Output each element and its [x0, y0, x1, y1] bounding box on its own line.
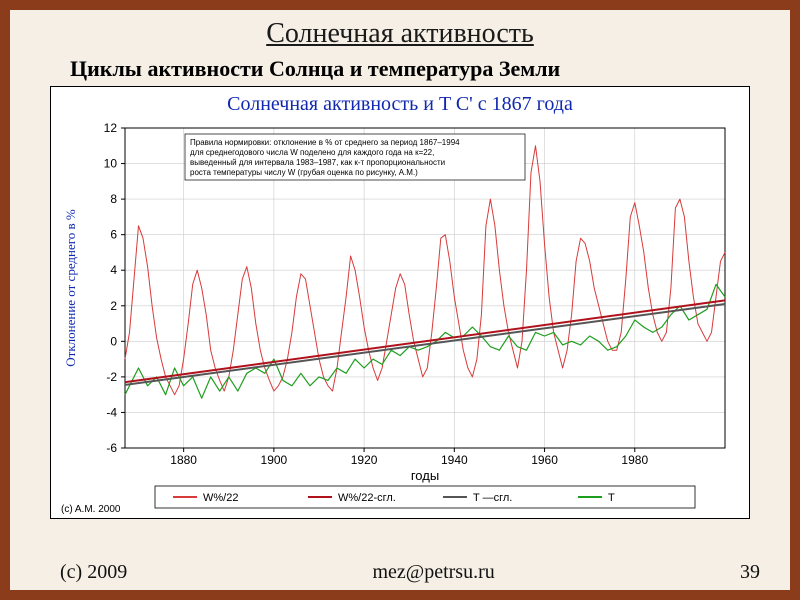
svg-text:(c) A.M. 2000: (c) A.M. 2000: [61, 504, 121, 515]
chart-container: Солнечная активность и T C' с 1867 года …: [50, 86, 750, 519]
footer-center: mez@petrsu.ru: [372, 561, 494, 584]
svg-text:-6: -6: [106, 441, 117, 455]
svg-text:1940: 1940: [441, 453, 468, 467]
svg-text:12: 12: [104, 121, 118, 135]
svg-text:W%/22-сгл.: W%/22-сгл.: [338, 492, 396, 504]
svg-text:8: 8: [110, 192, 117, 206]
svg-text:1960: 1960: [531, 453, 558, 467]
svg-text:-2: -2: [106, 370, 117, 384]
svg-text:1980: 1980: [621, 453, 648, 467]
slide-subtitle: Циклы активности Солнца и температура Зе…: [70, 56, 750, 82]
svg-text:роста температуры числу W (гру: роста температуры числу W (грубая оценка…: [190, 168, 418, 177]
svg-text:10: 10: [104, 157, 118, 171]
svg-text:1900: 1900: [261, 453, 288, 467]
svg-text:T —сгл.: T —сгл.: [473, 492, 512, 504]
svg-text:6: 6: [110, 228, 117, 242]
svg-text:1880: 1880: [170, 453, 197, 467]
footer-right: 39: [740, 561, 760, 584]
svg-text:T: T: [608, 492, 615, 504]
slide-frame: Солнечная активность Циклы активности Со…: [0, 0, 800, 600]
svg-text:для среднегодового числа W под: для среднегодового числа W поделено для …: [190, 148, 434, 157]
svg-text:выведенный для интервала 1983–: выведенный для интервала 1983–1987, как …: [190, 158, 445, 167]
svg-text:1920: 1920: [351, 453, 378, 467]
svg-text:W%/22: W%/22: [203, 492, 238, 504]
svg-text:-4: -4: [106, 405, 117, 419]
svg-text:2: 2: [110, 299, 117, 313]
footer: (с) 2009 mez@petrsu.ru 39: [60, 561, 760, 584]
slide-title: Солнечная активность: [10, 18, 790, 50]
svg-text:Отклонение от среднего в %: Отклонение от среднего в %: [63, 209, 78, 367]
chart-title: Солнечная активность и T C' с 1867 года: [51, 87, 749, 118]
svg-text:4: 4: [110, 263, 117, 277]
svg-text:Правила нормировки: отклонение: Правила нормировки: отклонение в % от ср…: [190, 138, 460, 147]
footer-left: (с) 2009: [60, 561, 127, 584]
chart-svg: -6 -4 -2 0 2 4 6 8 10 12 1880 1900 1920 1940 1960 1980 О…: [55, 118, 745, 518]
svg-text:0: 0: [110, 334, 117, 348]
svg-text:годы: годы: [411, 468, 439, 483]
